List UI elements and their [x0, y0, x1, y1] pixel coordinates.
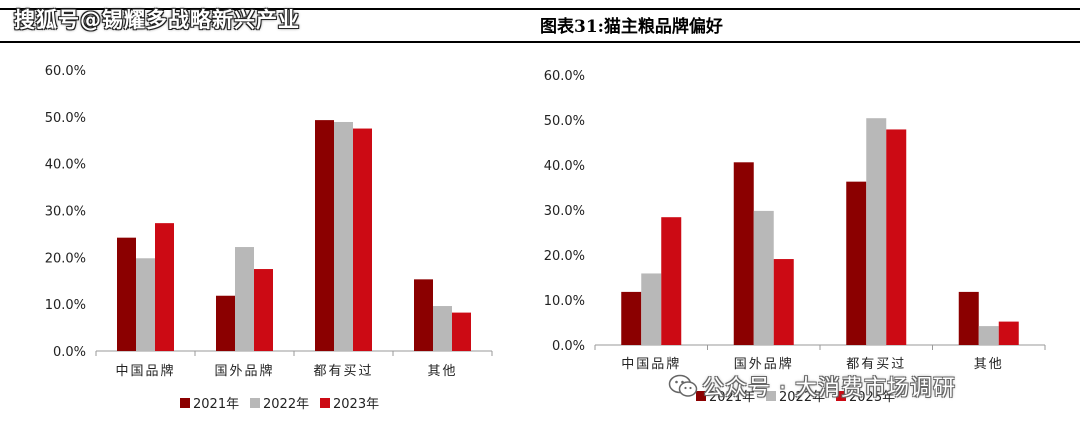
figure-title: 图表31:猫主粮品牌偏好: [540, 17, 723, 37]
bar-2022年-其他: [433, 306, 452, 351]
bar-2021年-都有买过: [315, 120, 334, 351]
bar-2022年-国外品牌: [753, 210, 774, 345]
y-tick-label: 30.0%: [544, 204, 585, 219]
legend-label: 2021年: [709, 390, 755, 405]
x-category-label: 国外品牌: [214, 363, 274, 379]
y-tick-label: 30.0%: [45, 205, 86, 220]
header-rule-thin: [0, 41, 1080, 43]
x-category-label: 其他: [974, 357, 1004, 372]
bar-2021年-中国品牌: [621, 291, 642, 345]
y-tick-label: 60.0%: [45, 64, 86, 79]
wechat-watermark-text: 公众号 · 大消费市场调研: [702, 376, 956, 401]
x-category-label: 都有买过: [846, 357, 906, 372]
sohu-watermark: 搜狐号@锡耀多战略新兴产业: [14, 8, 300, 32]
legend-swatch: [766, 391, 776, 401]
bar-2021年-国外品牌: [733, 162, 754, 345]
x-category-label: 中国品牌: [115, 363, 175, 379]
wechat-watermark: 公众号 · 大消费市场调研: [668, 370, 956, 402]
bar-2023年-中国品牌: [155, 223, 174, 351]
x-category-label: 国外品牌: [734, 356, 794, 372]
x-category-label: 都有买过: [313, 364, 373, 379]
x-category-label: 其他: [427, 364, 457, 379]
y-tick-label: 40.0%: [544, 159, 585, 174]
legend-swatch: [320, 398, 330, 408]
y-tick-label: 50.0%: [45, 111, 86, 126]
y-tick-label: 40.0%: [45, 158, 86, 173]
y-tick-label: 60.0%: [544, 69, 585, 84]
legend-swatch: [696, 391, 706, 401]
bar-2021年-其他: [958, 291, 979, 345]
bar-2023年-国外品牌: [773, 259, 794, 345]
bar-2021年-其他: [414, 279, 433, 351]
bar-2022年-中国品牌: [641, 273, 662, 345]
legend-label: 2023年: [333, 397, 379, 412]
bar-2023年-其他: [452, 312, 471, 351]
y-tick-label: 0.0%: [53, 345, 86, 360]
legend-swatch: [180, 398, 190, 408]
legend-swatch: [836, 391, 846, 401]
bar-2023年-都有买过: [353, 128, 372, 351]
bar-2021年-中国品牌: [117, 237, 136, 351]
x-category-label: 中国品牌: [621, 356, 681, 372]
y-tick-label: 0.0%: [552, 339, 585, 354]
bar-2023年-国外品牌: [254, 269, 273, 351]
legend-label: 2021年: [193, 397, 239, 412]
header-rule-thick: [0, 8, 1080, 10]
legend-label: 2023年: [849, 390, 895, 405]
y-tick-label: 50.0%: [544, 114, 585, 129]
y-tick-label: 20.0%: [544, 249, 585, 264]
bar-2021年-国外品牌: [216, 295, 235, 351]
bar-2022年-都有买过: [866, 118, 887, 345]
bar-2022年-其他: [978, 326, 999, 345]
right-bar-chart: 0.0% 10.0% 20.0% 30.0% 40.0% 50.0% 60.0% 中国品牌 国外…: [544, 69, 1046, 405]
bar-2022年-都有买过: [334, 121, 353, 351]
bar-2022年-中国品牌: [136, 258, 155, 351]
legend-label: 2022年: [779, 390, 825, 405]
bar-2022年-国外品牌: [235, 247, 254, 351]
left-bar-chart: 0.0% 10.0% 20.0% 30.0% 40.0% 50.0% 60.0% 中国品牌 国外…: [45, 64, 493, 412]
y-tick-label: 10.0%: [544, 294, 585, 309]
y-tick-label: 20.0%: [45, 251, 86, 266]
wechat-icon: [668, 374, 698, 397]
bar-2021年-都有买过: [846, 181, 867, 345]
legend-swatch: [250, 398, 260, 408]
bar-2023年-都有买过: [886, 129, 907, 345]
y-tick-label: 10.0%: [45, 298, 86, 313]
bar-2023年-其他: [998, 321, 1019, 345]
legend-label: 2022年: [263, 397, 309, 412]
bar-2023年-中国品牌: [661, 217, 682, 345]
